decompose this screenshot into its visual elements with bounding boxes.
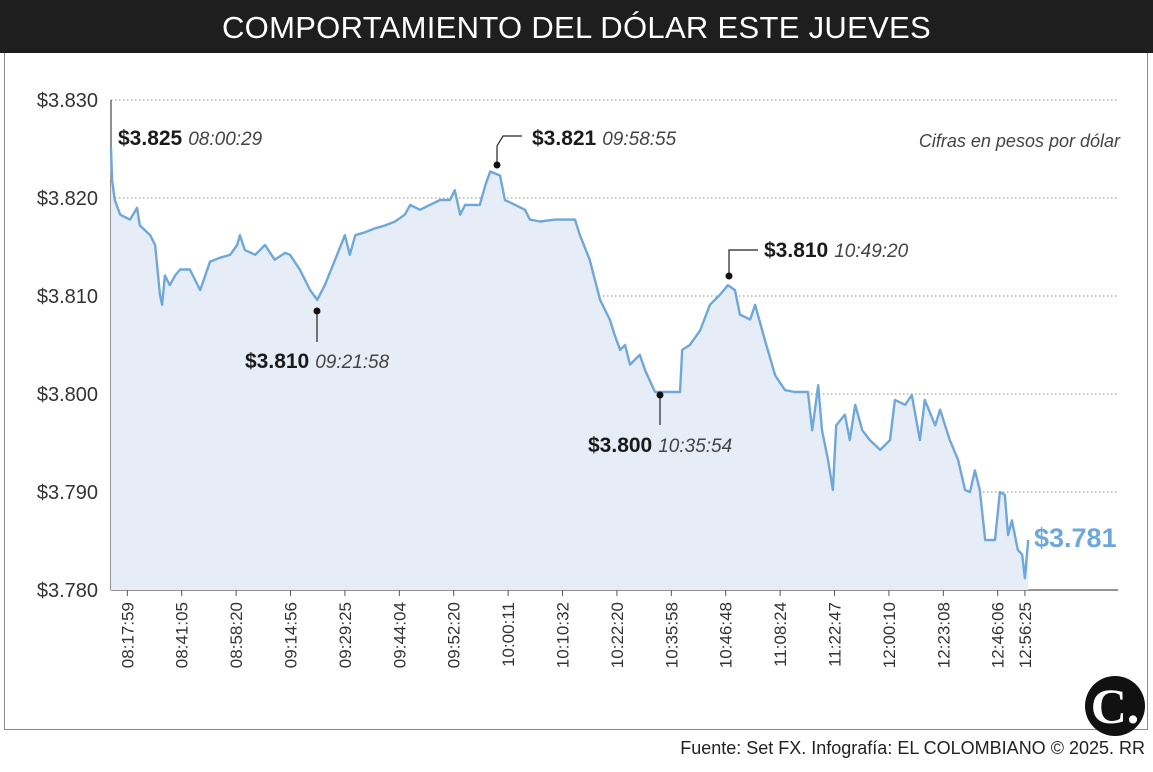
y-tick-label: $3.810	[37, 286, 98, 308]
x-tick-label: 08:41:05	[173, 602, 192, 668]
annotation-value: $3.810	[764, 239, 828, 262]
x-tick-label: 10:22:20	[608, 602, 627, 668]
series-line	[109, 147, 1030, 580]
x-tick-label: 12:46:06	[989, 602, 1008, 668]
annotation-time: 10:49:20	[834, 241, 908, 262]
annotation-value: $3.825	[118, 127, 183, 150]
x-tick-label: 10:00:11	[499, 602, 518, 667]
annotation-leader	[496, 135, 522, 165]
x-tick-label: 11:08:24	[771, 602, 790, 667]
x-tick-label: 12:00:10	[880, 602, 899, 668]
x-tick-label: 08:17:59	[118, 602, 137, 668]
annotation-marker	[493, 161, 501, 169]
x-tick-label: 10:10:32	[554, 602, 573, 668]
y-tick-label: $3.800	[37, 384, 98, 406]
last-value-label: $3.781	[1034, 523, 1117, 553]
annotation-leader	[728, 249, 758, 276]
x-tick-label: 08:58:20	[227, 602, 246, 668]
el-colombiano-logo: C.	[1085, 676, 1145, 736]
chart-frame	[4, 53, 1148, 730]
x-tick-label: 09:52:20	[445, 602, 464, 668]
annotation-time: 09:58:55	[602, 129, 676, 150]
annotation: $3.810 10:49:20	[725, 239, 909, 280]
annotation-marker	[656, 391, 664, 399]
annotations: $3.825 08:00:29 $3.821 09:58:55 $3.810 09:21:…	[118, 127, 909, 457]
chart-title: COMPORTAMIENTO DEL DÓLAR ESTE JUEVES	[0, 0, 1153, 53]
annotation-label: $3.825 08:00:29	[118, 127, 263, 150]
annotation-label: $3.800 10:35:54	[588, 434, 732, 457]
annotation-value: $3.810	[245, 350, 309, 373]
y-tick-label: $3.830	[37, 90, 98, 112]
x-tick-label: 11:22:47	[826, 602, 845, 667]
x-tick-label: 12:56:25	[1016, 602, 1035, 668]
annotation-value: $3.821	[532, 127, 597, 150]
x-tick-label: 09:29:25	[336, 602, 355, 668]
y-tick-label: $3.780	[37, 580, 98, 602]
y-axis: $3.780 $3.790 $3.800 $3.810 $3.820 $3.830	[37, 90, 98, 602]
annotation: $3.825 08:00:29	[118, 127, 263, 150]
annotation-label: $3.821 09:58:55	[532, 127, 677, 150]
annotation-time: 08:00:29	[188, 129, 262, 150]
annotation-marker	[313, 307, 321, 315]
y-tick-label: $3.820	[37, 188, 98, 210]
x-tick-label: 10:35:58	[662, 602, 681, 668]
source-footer: Fuente: Set FX. Infografía: EL COLOMBIAN…	[680, 738, 1145, 758]
x-tick-label: 09:44:04	[390, 602, 409, 668]
annotation-value: $3.800	[588, 434, 652, 457]
x-tick-label: 10:46:48	[717, 602, 736, 668]
annotation-marker	[725, 272, 733, 280]
annotation-time: 10:35:54	[658, 436, 732, 457]
annotation: $3.821 09:58:55	[493, 127, 677, 169]
annotation-label: $3.810 10:49:20	[764, 239, 909, 262]
annotation: $3.810 09:21:58	[245, 307, 390, 373]
chart-subtitle: Cifras en pesos por dólar	[919, 131, 1121, 151]
x-tick-label: 09:14:56	[282, 602, 301, 668]
annotation-label: $3.810 09:21:58	[245, 350, 390, 373]
y-tick-label: $3.790	[37, 482, 98, 504]
annotation: $3.800 10:35:54	[588, 391, 732, 457]
annotation-time: 09:21:58	[315, 352, 389, 373]
series-area	[111, 148, 1029, 590]
x-axis: 08:17:59 08:41:05 08:58:20 09:14:56 09:29:25…	[118, 590, 1035, 668]
x-tick-label: 12:23:08	[934, 602, 953, 668]
